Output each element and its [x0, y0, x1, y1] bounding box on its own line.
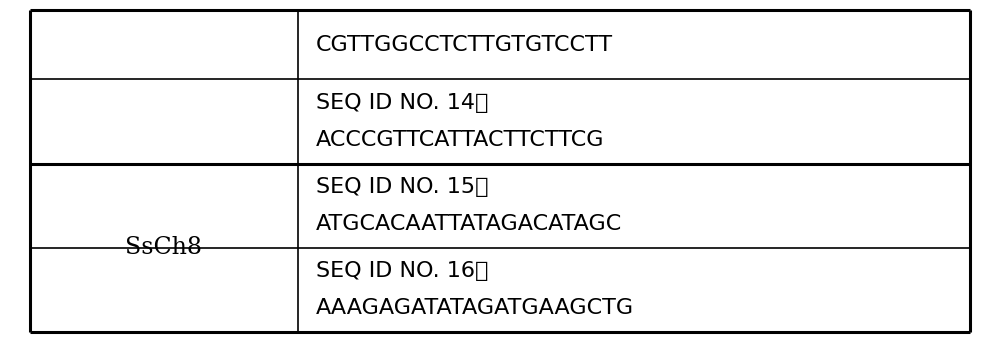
Text: ATGCACAATTATAGACATAGC: ATGCACAATTATAGACATAGC — [316, 214, 622, 234]
Text: AAAGAGATATAGATGAAGCTG: AAAGAGATATAGATGAAGCTG — [316, 298, 634, 318]
Text: CGTTGGCCTCTTGTGTCCTT: CGTTGGCCTCTTGTGTCCTT — [316, 35, 613, 55]
Text: ACCCGTTCATTACTTCTTCG: ACCCGTTCATTACTTCTTCG — [316, 130, 604, 150]
Text: SEQ ID NO. 14：: SEQ ID NO. 14： — [316, 93, 488, 113]
Text: SEQ ID NO. 15：: SEQ ID NO. 15： — [316, 177, 488, 197]
Text: SsCh8: SsCh8 — [125, 236, 202, 259]
Text: SEQ ID NO. 16：: SEQ ID NO. 16： — [316, 261, 488, 281]
